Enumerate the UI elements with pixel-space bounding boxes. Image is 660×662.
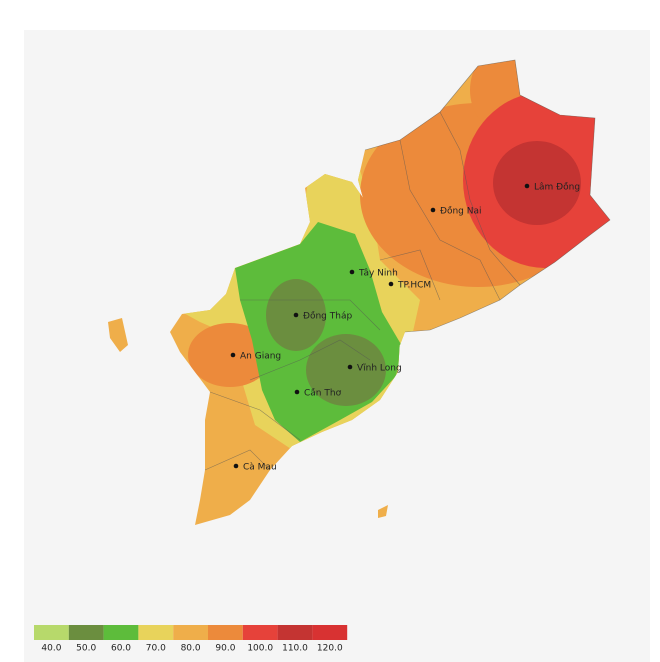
legend: 40.0 50.0 60.0 70.0 80.0 90.0 100.0 110.0 120.0	[34, 625, 348, 654]
city-dot	[233, 463, 239, 469]
city-dot	[524, 183, 530, 189]
city-dot	[388, 281, 394, 287]
legend-swatch	[242, 625, 278, 640]
province-borders	[204, 59, 611, 471]
city-dot	[347, 364, 353, 370]
city-label: An Giang	[240, 352, 281, 362]
legend-swatch	[138, 625, 174, 640]
legend-swatch	[103, 625, 139, 640]
city-label: TP.HCM	[397, 281, 431, 291]
legend-swatch	[312, 625, 348, 640]
legend-swatch	[34, 625, 69, 640]
legend-label: 40.0	[41, 644, 61, 654]
city-label: Cà Mau	[243, 463, 277, 473]
legend-label: 70.0	[146, 644, 166, 654]
heat-zone	[493, 141, 581, 225]
legend-label: 60.0	[111, 644, 131, 654]
legend-swatch	[208, 625, 243, 640]
heat-zone	[306, 334, 386, 406]
city-label: Đồng Tháp	[303, 311, 352, 322]
city-label: Vĩnh Long	[357, 364, 402, 374]
legend-label: 80.0	[181, 644, 201, 654]
legend-label: 120.0	[317, 644, 343, 654]
legend-swatch	[68, 625, 104, 640]
legend-label: 50.0	[76, 644, 96, 654]
city-label: Lâm Đồng	[534, 182, 580, 193]
legend-swatch	[173, 625, 208, 640]
heat-zone	[188, 323, 272, 387]
city-dot	[293, 312, 299, 318]
city-label: Tây Ninh	[358, 269, 398, 279]
city-dot	[294, 389, 300, 395]
legend-swatch	[277, 625, 313, 640]
city-dot	[430, 207, 436, 213]
city-label: Đồng Nai	[440, 206, 482, 217]
legend-label: 110.0	[282, 644, 308, 654]
city-label: Cần Thơ	[304, 388, 342, 399]
legend-label: 100.0	[247, 644, 273, 654]
legend-label: 90.0	[215, 644, 235, 654]
city-layer: Lâm Đồng Đồng Nai Tây Ninh TP.HCM Đồng Tháp V…	[230, 182, 580, 473]
city-dot	[349, 269, 355, 275]
city-dot	[230, 352, 236, 358]
